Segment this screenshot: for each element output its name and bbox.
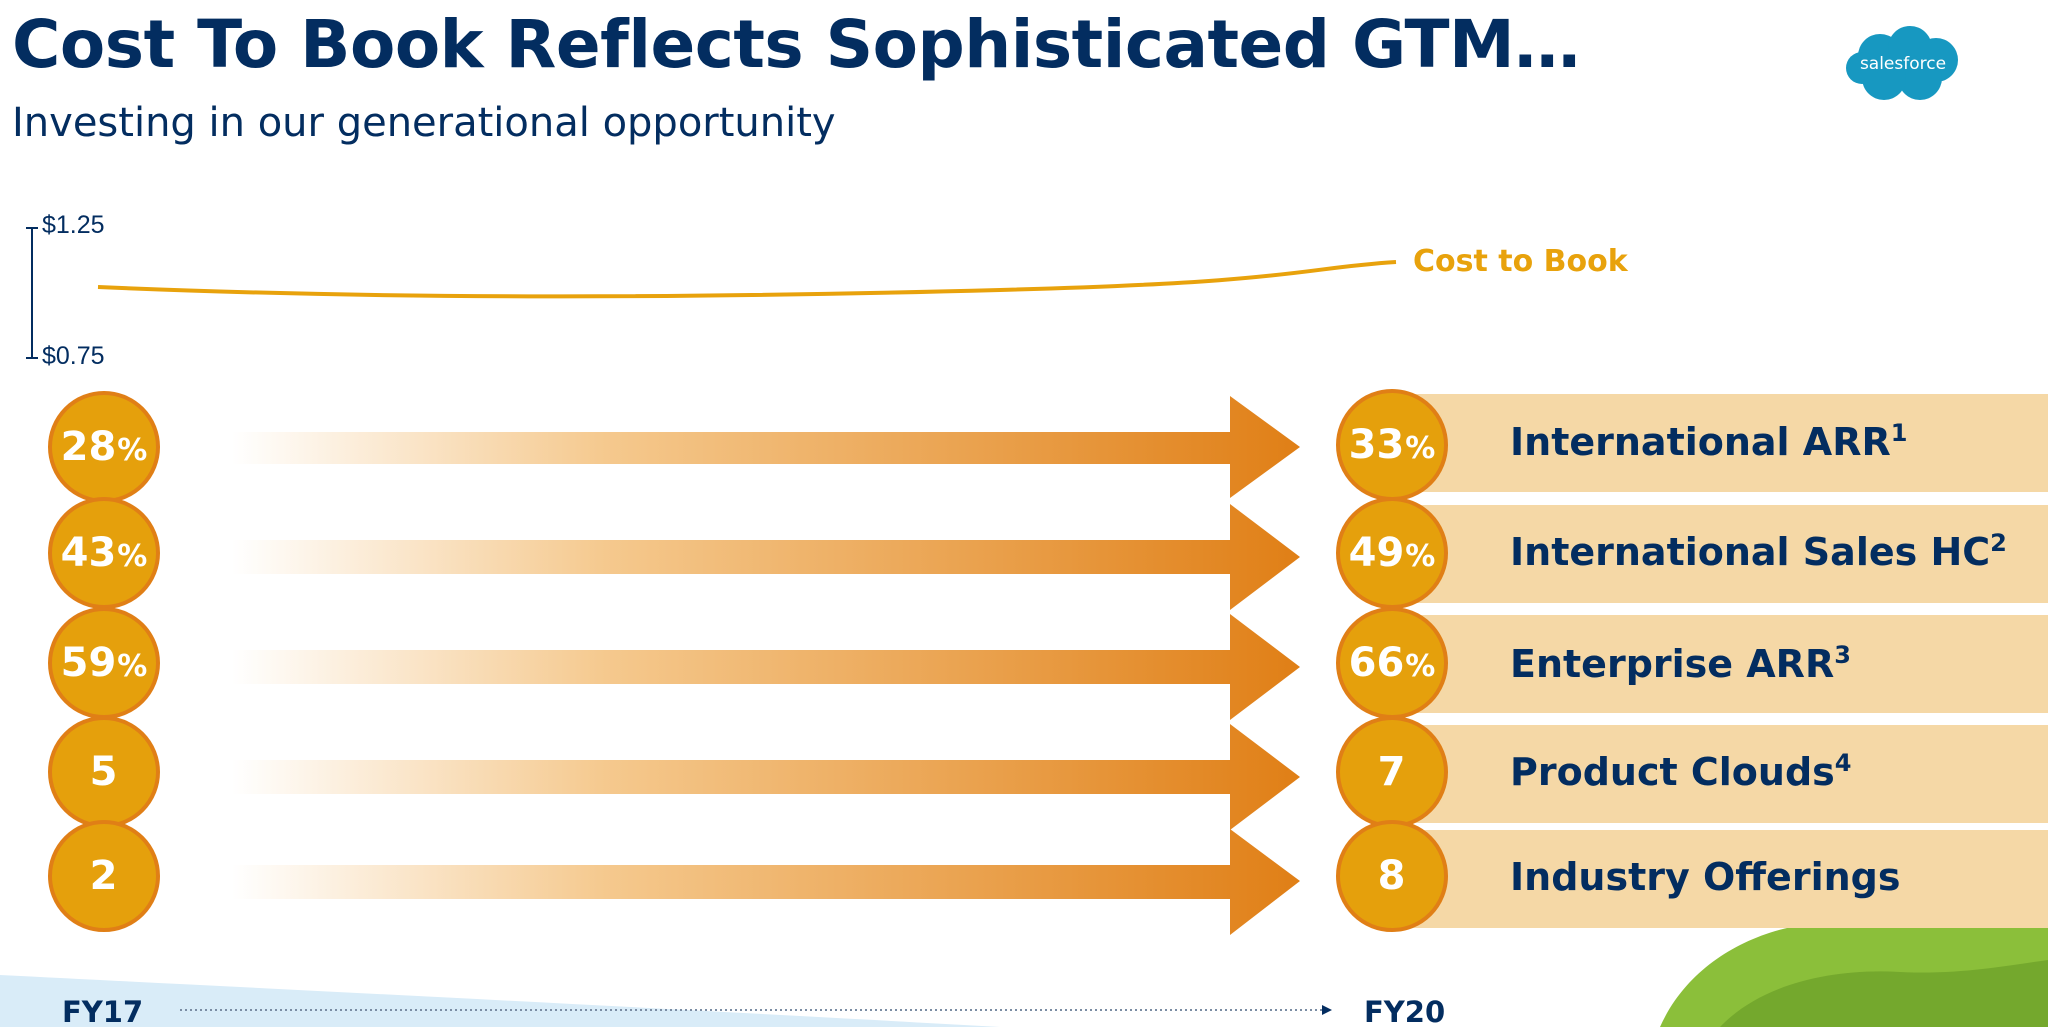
cost-to-book-line (97, 260, 1397, 299)
fy17-value-1: 43% (48, 497, 160, 609)
fy17-value-3: 5 (48, 716, 160, 828)
salesforce-logo: salesforce (1840, 22, 1966, 106)
cost-to-book-label: Cost to Book (1413, 244, 1628, 279)
fy17-value-2: 59% (48, 607, 160, 719)
row-bar-1 (1405, 505, 2048, 603)
arrow-2 (232, 614, 1300, 720)
metric-label-0: International ARR1 (1510, 419, 1908, 464)
tree-shadow (1720, 960, 2048, 1027)
fy20-value-3: 7 (1336, 716, 1448, 828)
arrow-4 (232, 829, 1300, 935)
cost-axis-bottom-label: $0.75 (42, 342, 105, 370)
footnote-marker: 3 (1834, 641, 1851, 669)
fy20-value-1: 49% (1336, 497, 1448, 609)
row-bar-4 (1405, 830, 2048, 928)
row-bar-0 (1405, 394, 2048, 492)
arrow-1 (232, 504, 1300, 610)
timeline-end-label: FY20 (1364, 995, 1446, 1029)
arrow-0 (232, 396, 1300, 498)
metric-label-3: Product Clouds4 (1510, 749, 1852, 794)
metric-label-4: Industry Offerings (1510, 855, 1901, 899)
logo-text: salesforce (1859, 54, 1947, 74)
fy20-value-2: 66% (1336, 607, 1448, 719)
arrow-3 (232, 724, 1300, 830)
fy20-value-4: 8 (1336, 820, 1448, 932)
cost-axis-top-label: $1.25 (42, 211, 105, 239)
sky-swoosh (0, 975, 1000, 1027)
footnote-marker: 1 (1890, 419, 1908, 447)
timeline-arrowhead (1322, 1005, 1332, 1015)
metric-label-2: Enterprise ARR3 (1510, 641, 1851, 686)
fy20-value-0: 33% (1336, 389, 1448, 501)
page-title: Cost To Book Reflects Sophisticated GTM… (12, 6, 1580, 83)
row-bar-3 (1405, 725, 2048, 823)
footnote-marker: 2 (1990, 529, 2007, 557)
fy17-value-4: 2 (48, 820, 160, 932)
cloud-icon (1846, 26, 1958, 100)
row-bar-2 (1405, 615, 2048, 713)
timeline-start-label: FY17 (62, 995, 144, 1029)
page-subtitle: Investing in our generational opportunit… (12, 100, 836, 146)
footnote-marker: 4 (1834, 749, 1852, 777)
metric-label-1: International Sales HC2 (1510, 529, 2007, 574)
